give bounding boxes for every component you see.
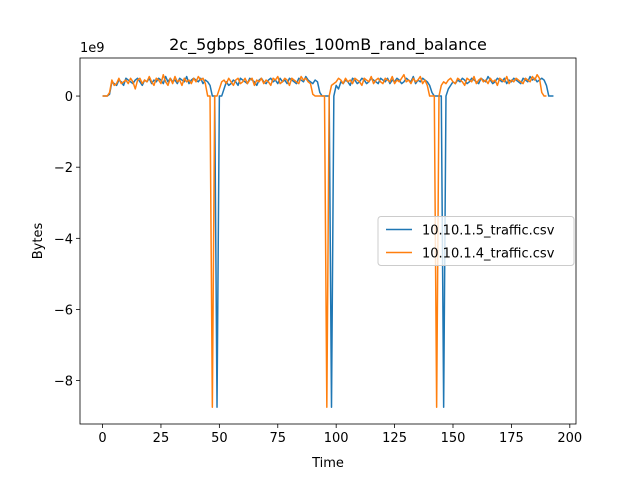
y-offset-label: 1e9 (80, 41, 105, 56)
x-tick-label: 100 (324, 431, 349, 446)
data-line (102, 75, 554, 409)
y-tick-label: −6 (54, 303, 73, 318)
x-tick-label: 175 (499, 431, 524, 446)
legend-label: 10.10.1.5_traffic.csv (422, 224, 555, 239)
x-tick-label: 50 (211, 431, 228, 446)
y-tick-label: 0 (65, 90, 73, 105)
data-line (102, 73, 547, 409)
x-tick-label: 200 (557, 431, 582, 446)
y-axis-label: Bytes (31, 223, 46, 260)
y-tick-label: −8 (54, 375, 73, 390)
x-tick-label: 0 (98, 431, 106, 446)
x-tick-label: 25 (153, 431, 170, 446)
plot-frame (79, 57, 577, 425)
x-tick-label: 75 (269, 431, 286, 446)
chart-title: 2c_5gbps_80files_100mB_rand_balance (169, 35, 487, 55)
x-tick-label: 125 (382, 431, 407, 446)
y-tick-label: −4 (54, 232, 73, 247)
y-tick-label: −2 (54, 161, 73, 176)
x-tick-label: 150 (441, 431, 466, 446)
x-axis-label: Time (311, 456, 344, 471)
legend-label: 10.10.1.4_traffic.csv (422, 247, 555, 262)
legend-box (377, 216, 575, 266)
